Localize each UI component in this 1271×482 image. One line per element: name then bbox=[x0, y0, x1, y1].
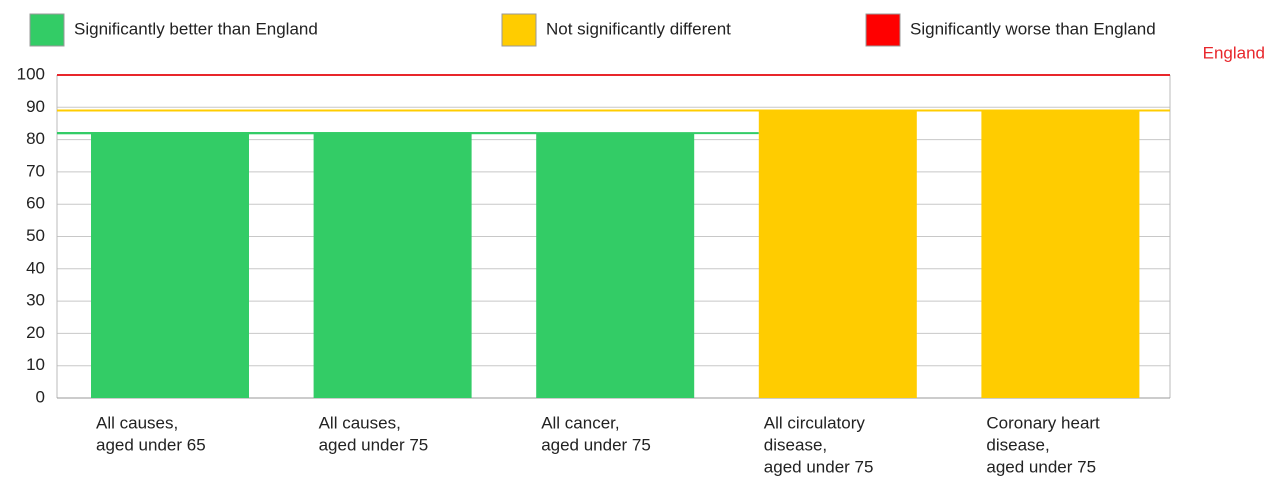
x-tick-label: Coronary heart bbox=[986, 413, 1100, 432]
bar bbox=[981, 110, 1140, 398]
y-tick-label: 80 bbox=[26, 129, 45, 148]
x-tick-label: disease, bbox=[986, 435, 1049, 454]
x-tick-label: aged under 75 bbox=[764, 457, 874, 476]
x-tick-label: All cancer, bbox=[541, 413, 619, 432]
y-tick-label: 50 bbox=[26, 226, 45, 245]
y-tick-label: 90 bbox=[26, 97, 45, 116]
x-tick-label: All causes, bbox=[319, 413, 401, 432]
legend-label: Not significantly different bbox=[546, 19, 731, 38]
y-tick-label: 30 bbox=[26, 291, 45, 310]
x-tick-label: All circulatory bbox=[764, 413, 866, 432]
x-tick-label: aged under 75 bbox=[541, 435, 651, 454]
y-tick-label: 0 bbox=[36, 387, 45, 406]
x-tick-label: disease, bbox=[764, 435, 827, 454]
y-tick-label: 40 bbox=[26, 258, 45, 277]
y-tick-label: 10 bbox=[26, 355, 45, 374]
x-tick-label: All causes, bbox=[96, 413, 178, 432]
legend-swatch bbox=[29, 13, 65, 47]
legend-swatch bbox=[865, 13, 901, 47]
x-tick-label: aged under 75 bbox=[319, 435, 429, 454]
bar bbox=[313, 133, 472, 398]
legend-label: Significantly better than England bbox=[74, 19, 318, 38]
legend-label: Significantly worse than England bbox=[910, 19, 1156, 38]
bar bbox=[758, 110, 917, 398]
bar bbox=[536, 133, 695, 398]
legend-swatch bbox=[501, 13, 537, 47]
bar bbox=[91, 133, 249, 398]
reference-label: England bbox=[1203, 43, 1265, 62]
x-tick-label: aged under 75 bbox=[986, 457, 1096, 476]
x-tick-label: aged under 65 bbox=[96, 435, 206, 454]
y-tick-label: 70 bbox=[26, 161, 45, 180]
y-tick-label: 20 bbox=[26, 323, 45, 342]
y-tick-label: 100 bbox=[17, 64, 45, 83]
y-tick-label: 60 bbox=[26, 194, 45, 213]
